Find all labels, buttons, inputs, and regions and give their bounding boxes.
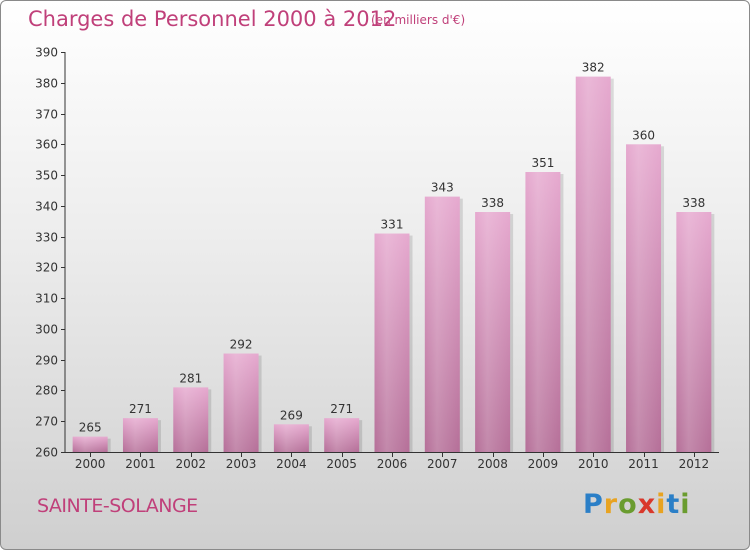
bar-highlight [122,418,158,452]
x-tick-label-2007: 2007 [427,457,458,471]
data-label-2003: 292 [230,338,253,352]
bar-highlight [475,212,511,452]
bar-highlight [173,387,209,452]
bar-highlight [626,144,662,453]
y-tick-label: 280 [35,384,58,398]
data-label-2005: 271 [330,402,353,416]
x-tick-label-2002: 2002 [175,457,206,471]
x-tick-label-2011: 2011 [628,457,659,471]
data-label-2011: 360 [632,128,655,142]
x-tick-label-2006: 2006 [377,457,408,471]
data-label-2002: 281 [179,371,202,385]
bar-highlight [374,233,410,452]
bar-highlight [575,76,611,452]
x-tick-label-2005: 2005 [326,457,357,471]
y-tick-label: 300 [35,323,58,337]
data-label-2007: 343 [431,181,454,195]
bar-highlight [525,172,561,452]
chart-title: Charges de Personnel 2000 à 2012 [28,7,397,31]
bar-highlight [676,212,712,452]
bar-highlight [72,436,108,452]
y-tick-label: 380 [35,77,58,91]
x-tick-label-2004: 2004 [276,457,307,471]
y-tick-label: 350 [35,169,58,183]
data-label-2012: 338 [682,196,705,210]
location-label: SAINTE-SOLANGE [37,495,198,517]
bar-highlight [424,196,460,452]
data-label-2008: 338 [481,196,504,210]
y-tick-label: 330 [35,231,58,245]
data-label-2000: 265 [79,421,102,435]
y-axis: 260 270 280 290 300 310 320 330 340 350 360 370 380 3… [35,46,66,460]
data-label-2001: 271 [129,402,152,416]
x-tick-label-2000: 2000 [75,457,106,471]
y-tick-label: 370 [35,108,58,122]
x-axis: 2000 2001 2002 2003 2004 2005 2006 2007 2008 2009… [65,452,719,471]
y-tick-label: 270 [35,415,58,429]
bar-highlight [223,353,259,452]
y-tick-label: 290 [35,354,58,368]
y-tick-label: 360 [35,138,58,152]
data-label-2009: 351 [531,156,554,170]
x-tick-label-2012: 2012 [679,457,710,471]
y-tick-label: 260 [35,446,58,460]
data-label-2006: 331 [381,218,404,232]
x-tick-label-2009: 2009 [528,457,559,471]
y-tick-label: 320 [35,261,58,275]
y-tick-label: 340 [35,200,58,214]
x-tick-label-2010: 2010 [578,457,609,471]
chart-subtitle: (en milliers d'€) [371,13,466,27]
y-tick-label: 310 [35,292,58,306]
y-tick-label: 390 [35,46,58,60]
x-tick-label-2001: 2001 [125,457,156,471]
x-tick-label-2003: 2003 [226,457,257,471]
data-label-2010: 382 [582,61,605,75]
brand-logo: Proxiti [583,489,691,520]
x-tick-label-2008: 2008 [477,457,508,471]
bars: 265 271 281 292 269 271 331 343 338 351 382 360 338 [72,61,715,453]
bar-highlight [324,418,360,452]
data-label-2004: 269 [280,408,303,422]
bar-highlight [273,424,309,452]
